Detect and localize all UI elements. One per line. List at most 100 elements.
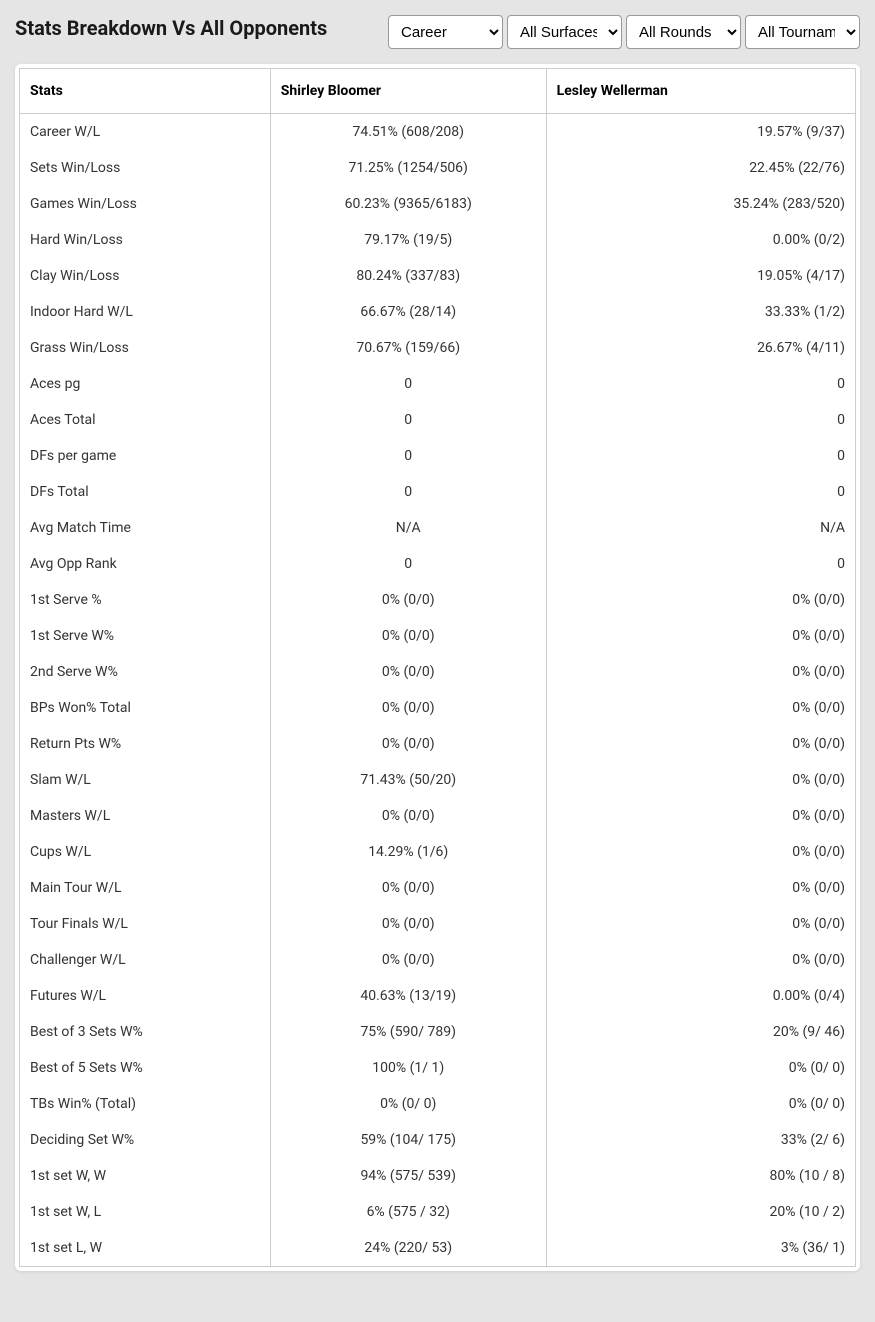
stats-tbody: Career W/L74.51% (608/208)19.57% (9/37)S… [20, 114, 856, 1267]
table-row: Deciding Set W%59% (104/ 175)33% (2/ 6) [20, 1122, 856, 1158]
player2-value: 33% (2/ 6) [546, 1122, 855, 1158]
player1-value: 0% (0/0) [270, 582, 546, 618]
table-row: Main Tour W/L0% (0/0)0% (0/0) [20, 870, 856, 906]
player2-value: 0% (0/0) [546, 942, 855, 978]
stat-label: Slam W/L [20, 762, 271, 798]
player1-value: 66.67% (28/14) [270, 294, 546, 330]
stat-label: Clay Win/Loss [20, 258, 271, 294]
stat-label: Indoor Hard W/L [20, 294, 271, 330]
table-row: Return Pts W%0% (0/0)0% (0/0) [20, 726, 856, 762]
player1-value: 40.63% (13/19) [270, 978, 546, 1014]
player2-value: 0% (0/0) [546, 762, 855, 798]
player1-value: 0% (0/0) [270, 870, 546, 906]
stat-label: Challenger W/L [20, 942, 271, 978]
table-row: Aces pg00 [20, 366, 856, 402]
player2-value: 22.45% (22/76) [546, 150, 855, 186]
player1-value: 0 [270, 474, 546, 510]
stat-label: Tour Finals W/L [20, 906, 271, 942]
stat-label: Deciding Set W% [20, 1122, 271, 1158]
stat-label: 1st set L, W [20, 1230, 271, 1267]
player1-value: 59% (104/ 175) [270, 1122, 546, 1158]
surface-select[interactable]: All Surfaces [507, 15, 622, 49]
stat-label: Grass Win/Loss [20, 330, 271, 366]
player1-value: 60.23% (9365/6183) [270, 186, 546, 222]
table-row: TBs Win% (Total)0% (0/ 0)0% (0/ 0) [20, 1086, 856, 1122]
player2-value: 0% (0/0) [546, 798, 855, 834]
table-row: 1st Serve %0% (0/0)0% (0/0) [20, 582, 856, 618]
table-row: 1st set W, L6% (575 / 32)20% (10 / 2) [20, 1194, 856, 1230]
stat-label: BPs Won% Total [20, 690, 271, 726]
table-row: 1st set W, W94% (575/ 539)80% (10 / 8) [20, 1158, 856, 1194]
player2-value: 0% (0/0) [546, 654, 855, 690]
stat-label: Best of 5 Sets W% [20, 1050, 271, 1086]
player2-value: 0 [546, 546, 855, 582]
stat-label: Avg Match Time [20, 510, 271, 546]
player1-value: N/A [270, 510, 546, 546]
player1-value: 0 [270, 366, 546, 402]
player2-value: 26.67% (4/11) [546, 330, 855, 366]
player2-value: 0.00% (0/2) [546, 222, 855, 258]
tournaments-select[interactable]: All Tournaments [745, 15, 860, 49]
stat-label: 1st Serve W% [20, 618, 271, 654]
header-player1: Shirley Bloomer [270, 69, 546, 114]
stat-label: DFs per game [20, 438, 271, 474]
table-row: Grass Win/Loss70.67% (159/66)26.67% (4/1… [20, 330, 856, 366]
stat-label: Aces Total [20, 402, 271, 438]
table-row: 1st set L, W24% (220/ 53)3% (36/ 1) [20, 1230, 856, 1267]
career-select[interactable]: Career [388, 15, 503, 49]
rounds-select[interactable]: All Rounds [626, 15, 741, 49]
player2-value: 0 [546, 366, 855, 402]
player2-value: 80% (10 / 8) [546, 1158, 855, 1194]
player1-value: 0% (0/0) [270, 654, 546, 690]
stat-label: 2nd Serve W% [20, 654, 271, 690]
player2-value: 3% (36/ 1) [546, 1230, 855, 1267]
table-row: Avg Opp Rank00 [20, 546, 856, 582]
table-row: Clay Win/Loss80.24% (337/83)19.05% (4/17… [20, 258, 856, 294]
header-row: Stats Breakdown Vs All Opponents Career … [15, 15, 860, 49]
table-row: Tour Finals W/L0% (0/0)0% (0/0) [20, 906, 856, 942]
player1-value: 74.51% (608/208) [270, 114, 546, 151]
player1-value: 0% (0/0) [270, 942, 546, 978]
page-title: Stats Breakdown Vs All Opponents [15, 15, 327, 41]
player2-value: 0% (0/0) [546, 726, 855, 762]
table-row: Best of 3 Sets W%75% (590/ 789)20% (9/ 4… [20, 1014, 856, 1050]
player1-value: 0% (0/0) [270, 906, 546, 942]
player2-value: 20% (9/ 46) [546, 1014, 855, 1050]
player1-value: 0% (0/ 0) [270, 1086, 546, 1122]
header-stats: Stats [20, 69, 271, 114]
player1-value: 75% (590/ 789) [270, 1014, 546, 1050]
player1-value: 100% (1/ 1) [270, 1050, 546, 1086]
player2-value: 0 [546, 474, 855, 510]
player1-value: 70.67% (159/66) [270, 330, 546, 366]
player2-value: 20% (10 / 2) [546, 1194, 855, 1230]
stat-label: Main Tour W/L [20, 870, 271, 906]
filters-group: Career All Surfaces All Rounds All Tourn… [388, 15, 860, 49]
table-row: BPs Won% Total0% (0/0)0% (0/0) [20, 690, 856, 726]
table-row: Masters W/L0% (0/0)0% (0/0) [20, 798, 856, 834]
stat-label: Sets Win/Loss [20, 150, 271, 186]
player1-value: 0% (0/0) [270, 726, 546, 762]
player2-value: 19.57% (9/37) [546, 114, 855, 151]
stat-label: 1st set W, W [20, 1158, 271, 1194]
player1-value: 14.29% (1/6) [270, 834, 546, 870]
player2-value: 19.05% (4/17) [546, 258, 855, 294]
player2-value: N/A [546, 510, 855, 546]
stat-label: Best of 3 Sets W% [20, 1014, 271, 1050]
player2-value: 35.24% (283/520) [546, 186, 855, 222]
player1-value: 71.25% (1254/506) [270, 150, 546, 186]
stat-label: Aces pg [20, 366, 271, 402]
player1-value: 24% (220/ 53) [270, 1230, 546, 1267]
table-header-row: Stats Shirley Bloomer Lesley Wellerman [20, 69, 856, 114]
table-row: Challenger W/L0% (0/0)0% (0/0) [20, 942, 856, 978]
table-row: Sets Win/Loss71.25% (1254/506)22.45% (22… [20, 150, 856, 186]
player2-value: 0% (0/0) [546, 618, 855, 654]
player1-value: 80.24% (337/83) [270, 258, 546, 294]
player1-value: 0 [270, 402, 546, 438]
player1-value: 0 [270, 438, 546, 474]
stat-label: Masters W/L [20, 798, 271, 834]
stat-label: 1st Serve % [20, 582, 271, 618]
table-row: Avg Match TimeN/AN/A [20, 510, 856, 546]
player2-value: 0% (0/ 0) [546, 1050, 855, 1086]
table-row: DFs Total00 [20, 474, 856, 510]
player1-value: 6% (575 / 32) [270, 1194, 546, 1230]
